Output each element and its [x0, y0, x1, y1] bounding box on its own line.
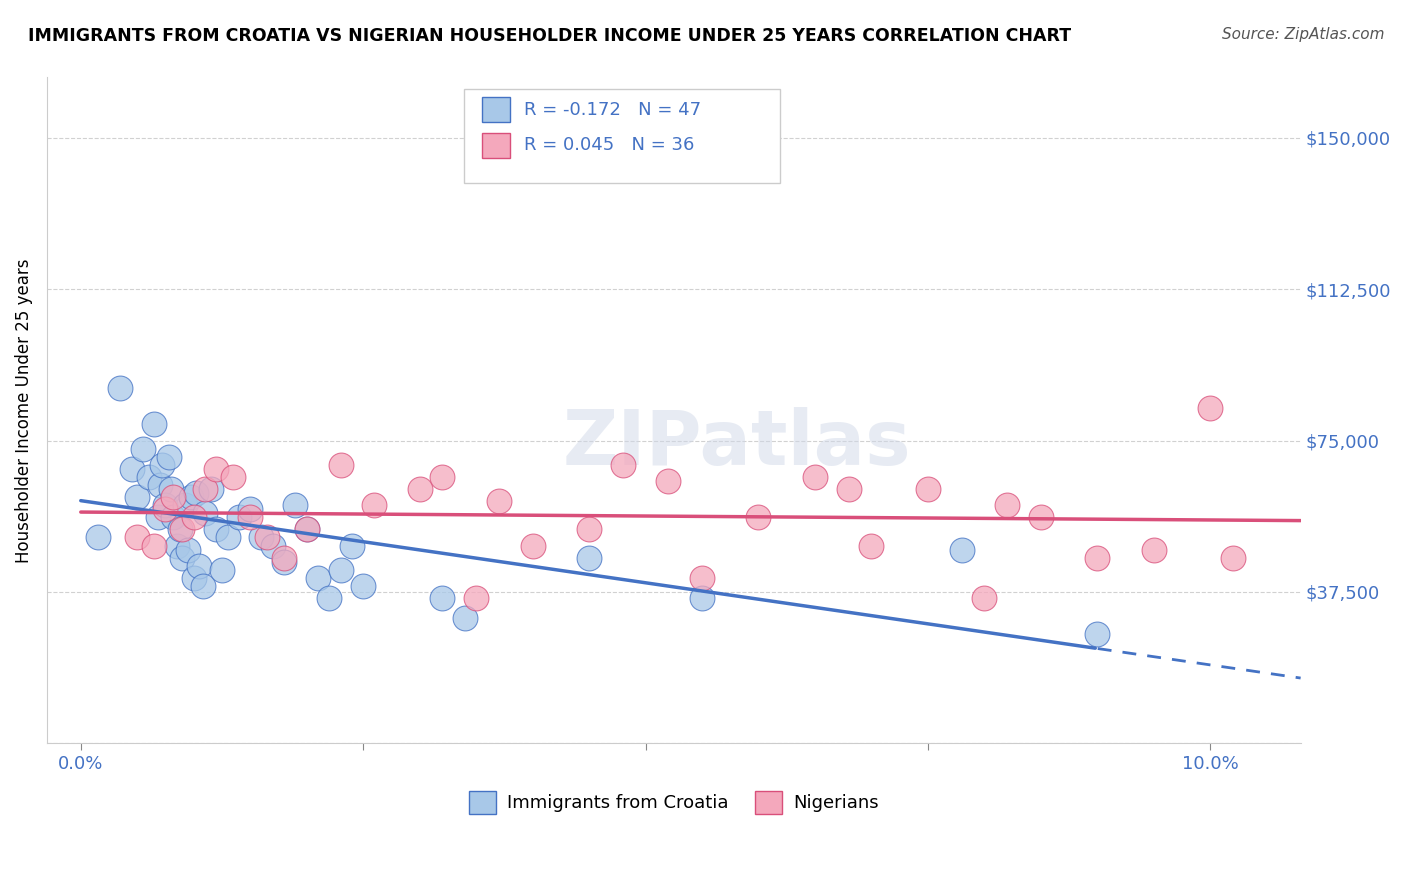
Point	[273, 550, 295, 565]
Point	[110, 381, 132, 395]
Point	[194, 506, 217, 520]
Point	[132, 442, 155, 456]
Point	[183, 571, 205, 585]
Point	[1199, 401, 1222, 416]
Point	[205, 462, 228, 476]
Point	[138, 470, 160, 484]
Point	[188, 558, 211, 573]
Point	[578, 550, 600, 565]
Point	[578, 522, 600, 536]
Point	[194, 482, 217, 496]
Point	[454, 611, 477, 625]
Point	[522, 539, 544, 553]
Point	[1029, 510, 1052, 524]
Point	[995, 498, 1018, 512]
Text: R = -0.172   N = 47: R = -0.172 N = 47	[524, 101, 702, 119]
Point	[155, 502, 177, 516]
Point	[180, 490, 202, 504]
Point	[172, 550, 194, 565]
Point	[408, 482, 430, 496]
Point	[217, 531, 239, 545]
Point	[318, 591, 340, 605]
Point	[1143, 542, 1166, 557]
Point	[162, 510, 184, 524]
Point	[162, 490, 184, 504]
Point	[657, 474, 679, 488]
Point	[917, 482, 939, 496]
Point	[432, 591, 454, 605]
Point	[155, 498, 177, 512]
Point	[157, 450, 180, 464]
Point	[143, 417, 166, 432]
Point	[160, 482, 183, 496]
Point	[211, 563, 233, 577]
Point	[352, 579, 374, 593]
Point	[465, 591, 488, 605]
Point	[121, 462, 143, 476]
Point	[262, 539, 284, 553]
Point	[177, 542, 200, 557]
Point	[432, 470, 454, 484]
Point	[284, 498, 307, 512]
Point	[239, 502, 262, 516]
Point	[239, 510, 262, 524]
Point	[340, 539, 363, 553]
Legend: Immigrants from Croatia, Nigerians: Immigrants from Croatia, Nigerians	[461, 784, 886, 821]
Text: ZIPatlas: ZIPatlas	[562, 407, 911, 481]
Point	[307, 571, 329, 585]
Point	[149, 478, 172, 492]
Point	[127, 490, 149, 504]
Point	[329, 458, 352, 472]
Point	[488, 494, 510, 508]
Point	[950, 542, 973, 557]
Point	[804, 470, 827, 484]
Point	[143, 539, 166, 553]
Text: Source: ZipAtlas.com: Source: ZipAtlas.com	[1222, 27, 1385, 42]
Point	[173, 498, 195, 512]
Point	[690, 571, 713, 585]
Point	[228, 510, 250, 524]
Point	[1085, 550, 1108, 565]
Point	[184, 486, 207, 500]
Point	[200, 482, 222, 496]
Point	[256, 531, 278, 545]
Point	[295, 522, 318, 536]
Point	[146, 510, 169, 524]
Y-axis label: Householder Income Under 25 years: Householder Income Under 25 years	[15, 258, 32, 563]
Point	[690, 591, 713, 605]
Text: IMMIGRANTS FROM CROATIA VS NIGERIAN HOUSEHOLDER INCOME UNDER 25 YEARS CORRELATIO: IMMIGRANTS FROM CROATIA VS NIGERIAN HOUS…	[28, 27, 1071, 45]
Point	[183, 510, 205, 524]
Point	[973, 591, 995, 605]
Point	[205, 522, 228, 536]
Point	[860, 539, 883, 553]
Point	[612, 458, 634, 472]
Point	[169, 522, 191, 536]
Point	[295, 522, 318, 536]
Point	[127, 531, 149, 545]
Point	[222, 470, 245, 484]
Point	[838, 482, 860, 496]
Point	[86, 531, 108, 545]
Point	[150, 458, 173, 472]
Point	[273, 555, 295, 569]
Point	[363, 498, 385, 512]
Point	[191, 579, 214, 593]
Point	[329, 563, 352, 577]
Text: R = 0.045   N = 36: R = 0.045 N = 36	[524, 136, 695, 154]
Point	[1085, 627, 1108, 641]
Point	[747, 510, 769, 524]
Point	[166, 539, 188, 553]
Point	[172, 522, 194, 536]
Point	[250, 531, 273, 545]
Point	[1222, 550, 1244, 565]
